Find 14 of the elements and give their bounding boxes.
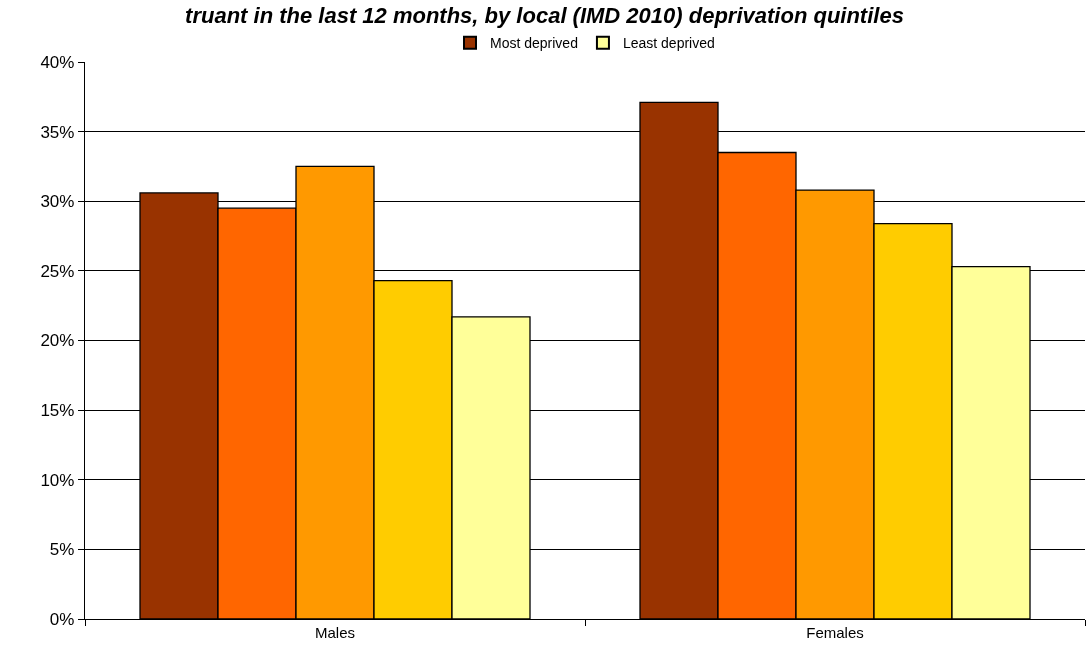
chart-title: truant in the last 12 months, by local (IMD 2010) deprivation quintiles <box>185 2 904 28</box>
y-tick-label: 30% <box>40 192 75 212</box>
y-tick-label: 10% <box>40 470 75 490</box>
y-tick-label: 25% <box>40 261 75 281</box>
y-tick-label: 0% <box>49 609 75 629</box>
y-tick-label: 20% <box>40 331 75 351</box>
y-tick-label: 40% <box>40 52 75 72</box>
x-tick-label: Females <box>806 624 864 642</box>
legend-label: Most deprived <box>490 35 578 52</box>
legend-label: Least deprived <box>622 35 715 52</box>
y-tick-label: 35% <box>40 122 75 142</box>
y-tick-label: 15% <box>40 401 75 421</box>
y-tick-label: 5% <box>49 540 75 560</box>
x-tick-label: Males <box>314 624 356 642</box>
